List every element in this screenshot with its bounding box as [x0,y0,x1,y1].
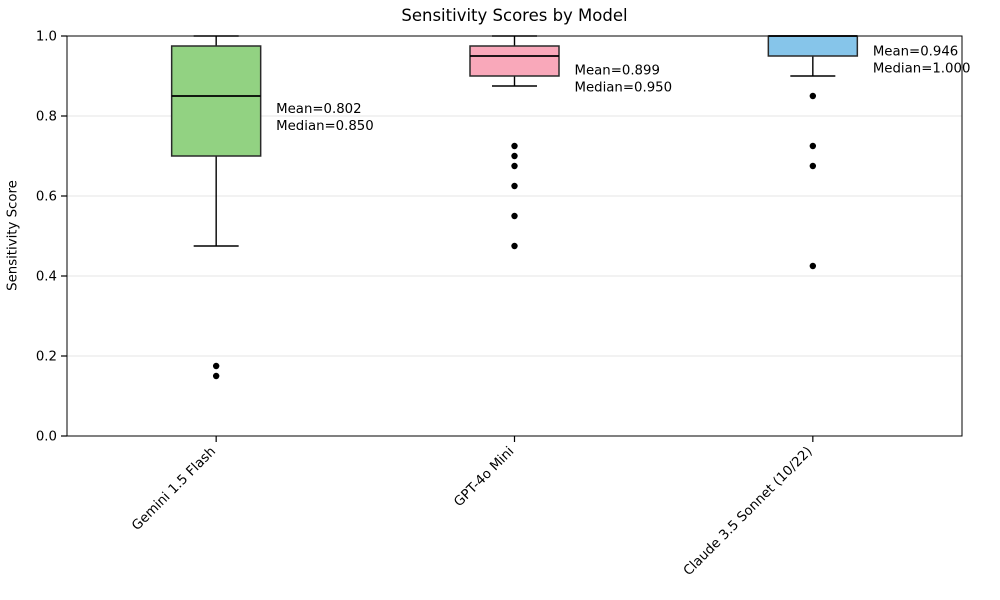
annotation-line: Mean=0.946 [873,45,958,60]
y-tick-label: 0.8 [36,110,57,125]
outlier-point [511,162,518,170]
outlier-point [511,242,518,250]
y-tick-label: 0.4 [36,270,57,285]
outlier-point [809,142,817,150]
y-tick-label: 0.6 [36,190,57,205]
outlier-point [809,262,817,270]
outlier-point [809,162,817,170]
outlier-point [212,372,220,380]
outlier-point [511,182,518,190]
box [469,45,560,77]
y-tick-label: 1.0 [36,30,57,45]
x-tick-label: GPT-4o Mini [451,444,517,510]
box [170,45,262,157]
x-tick-label: Gemini 1.5 Flash [129,444,219,534]
outlier-point [511,152,518,160]
box [767,35,859,57]
outlier-point [511,142,518,150]
chart-title: Sensitivity Scores by Model [401,6,628,25]
outlier-point [511,212,518,220]
annotation-line: Median=0.950 [575,80,673,95]
annotation-line: Median=1.000 [873,62,971,77]
annotation-line: Mean=0.802 [276,102,361,117]
y-tick-label: 0.0 [36,430,57,445]
outlier-point [212,362,220,370]
outlier-point [809,92,817,100]
annotation-line: Mean=0.899 [575,63,660,78]
x-tick-label: Claude 3.5 Sonnet (10/22) [681,444,816,579]
y-tick-label: 0.2 [36,350,57,365]
annotation-line: Median=0.850 [276,119,374,134]
